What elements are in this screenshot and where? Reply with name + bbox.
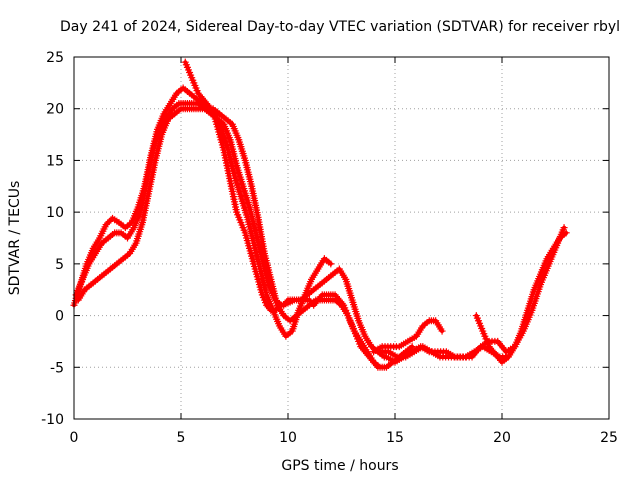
data-point (105, 217, 113, 225)
y-tick-label: 15 (46, 153, 64, 169)
data-point (560, 224, 568, 232)
y-tick-label: 25 (46, 50, 64, 66)
y-tick-label: 10 (46, 205, 64, 221)
data-point (317, 293, 325, 301)
data-point (102, 221, 110, 229)
x-tick-label: 15 (386, 430, 404, 446)
y-tick-label: -10 (41, 412, 64, 428)
y-axis-label: SDTVAR / TECUs (7, 181, 23, 296)
data-point (338, 300, 346, 308)
x-tick-label: 0 (70, 430, 79, 446)
chart-title: Day 241 of 2024, Sidereal Day-to-day VTE… (60, 19, 620, 35)
data-point (104, 219, 112, 227)
x-axis-label: GPS time / hours (281, 458, 398, 474)
y-tick-label: 5 (55, 257, 64, 273)
data-point (438, 327, 446, 335)
data-point (206, 103, 214, 111)
y-tick-label: 0 (55, 309, 64, 325)
x-tick-label: 25 (600, 430, 618, 446)
series-track-d (181, 58, 382, 371)
data-point (562, 229, 570, 237)
data-point (327, 260, 335, 268)
series-track-g (382, 224, 568, 366)
data-point (274, 303, 282, 311)
data-markers (70, 58, 570, 371)
y-tick-label: 20 (46, 102, 64, 118)
x-tick-labels: 0 5 10 15 20 25 (70, 430, 618, 446)
axis-ticks (73, 56, 610, 420)
data-point (372, 362, 380, 370)
y-tick-label: -5 (50, 360, 64, 376)
grid-lines (74, 57, 609, 419)
series-track-b (72, 100, 388, 361)
y-tick-labels: -10 -5 0 5 10 15 20 25 (41, 50, 64, 428)
series-track-h (472, 229, 570, 366)
x-tick-label: 5 (177, 430, 186, 446)
x-tick-label: 10 (279, 430, 297, 446)
data-point (374, 363, 382, 371)
data-point (265, 305, 273, 313)
data-point (283, 298, 291, 306)
plot-frame (73, 56, 610, 420)
x-tick-label: 20 (493, 430, 511, 446)
